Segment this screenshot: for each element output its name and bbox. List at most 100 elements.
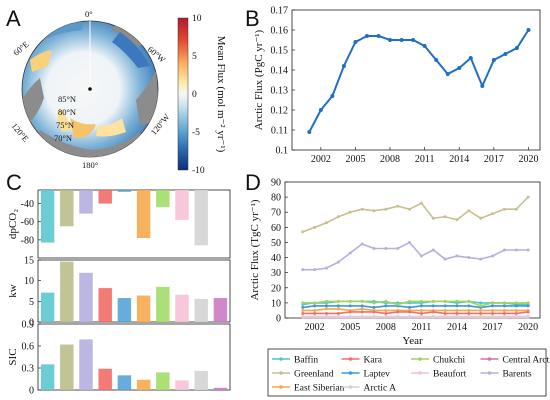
legend-entry-label: Laptev — [364, 369, 391, 379]
chart-d-ytick-label: 80 — [271, 193, 281, 204]
colorbar-tick-neg10: -10 — [192, 166, 205, 176]
chart-c-bar — [117, 298, 132, 322]
chart-b-point — [399, 38, 404, 42]
chart-d-point — [384, 308, 388, 312]
chart-d-point — [455, 299, 459, 303]
chart-d-point — [313, 308, 317, 312]
chart-c-ytick-label: 0.3 — [22, 364, 35, 375]
chart-d-point — [336, 260, 340, 264]
chart-d-point — [431, 315, 435, 319]
chart-d-point — [301, 268, 305, 272]
chart-b-xtick-label: 2017 — [484, 154, 504, 165]
chart-c-bar — [175, 190, 189, 220]
chart-d-point — [408, 315, 412, 319]
chart-b-point — [318, 108, 323, 112]
chart-d-point — [467, 308, 471, 312]
chart-c-ylabel: kw — [7, 284, 19, 298]
chart-c-ylabel: dpCO₂ — [7, 209, 19, 239]
legend-swatch-marker — [279, 357, 283, 361]
chart-d-point — [491, 311, 495, 315]
chart-d-point — [514, 311, 518, 315]
chart-d-point — [431, 304, 435, 308]
legend-entry-label: Beaufort — [433, 368, 467, 379]
chart-d-point — [313, 301, 317, 305]
chart-d-ytick-label: 90 — [271, 178, 281, 189]
chart-c-bar — [60, 190, 74, 227]
chart-c-bar — [136, 190, 151, 239]
chart-c-bar — [156, 372, 170, 390]
chart-c-ytick-label: -80 — [21, 235, 34, 246]
chart-d-point — [514, 315, 518, 319]
chart-d-point — [479, 311, 483, 315]
chart-d-point — [408, 240, 412, 244]
chart-d-point — [301, 315, 305, 319]
lon-label-60e: 60°E — [11, 39, 31, 58]
chart-d-point — [372, 209, 376, 213]
chart-d-point — [396, 310, 400, 314]
colorbar-tick-0: 0 — [192, 90, 197, 100]
chart-d-point — [384, 299, 388, 303]
chart-c-bar — [156, 190, 170, 208]
chart-c-bar — [194, 298, 208, 322]
chart-c-bar — [175, 294, 189, 322]
chart-d-point — [443, 215, 447, 219]
chart-d-point — [360, 299, 364, 303]
chart-d-point — [431, 248, 435, 252]
colorbar-label: Mean Flux (mol m⁻² yr⁻¹) — [215, 36, 227, 153]
chart-d-point — [360, 310, 364, 314]
chart-d-point — [526, 301, 530, 305]
polar-map: 0° 60°W 60°E 120°W 120°E 180° 85°N 80°N … — [10, 9, 172, 170]
chart-b-point — [434, 58, 439, 62]
chart-d-point — [502, 304, 506, 308]
chart-d-point — [348, 299, 352, 303]
chart-c-bar — [98, 288, 112, 322]
chart-d-point — [419, 311, 423, 315]
chart-d-point — [419, 254, 423, 258]
chart-d-point — [313, 315, 317, 319]
chart-d-xtick-label: 2014 — [447, 322, 467, 333]
chart-d-series-line — [302, 308, 529, 312]
legend-entry-label: Central Arctic — [503, 355, 550, 365]
chart-d-ytick-label: 10 — [271, 298, 281, 309]
lon-label-120e: 120°E — [10, 121, 31, 144]
chart-c-ytick-label: 15 — [24, 256, 34, 267]
legend-swatch-marker — [487, 357, 492, 361]
chart-d-point — [384, 315, 388, 319]
chart-d-point — [431, 299, 435, 303]
chart-c-bar — [156, 286, 170, 322]
panel-b-letter: B — [245, 6, 260, 31]
chart-d-point — [384, 311, 388, 315]
chart-d-point — [325, 221, 329, 225]
chart-b-point — [526, 28, 531, 32]
chart-d-point — [514, 308, 518, 312]
chart-d-ytick-label: 20 — [271, 283, 281, 294]
chart-d-point — [443, 304, 447, 308]
chart-d-point — [348, 310, 352, 314]
chart-d-point — [408, 305, 412, 309]
legend-swatch-marker — [279, 371, 283, 375]
chart-d-point — [372, 246, 376, 250]
chart-d-point — [396, 246, 400, 250]
chart-c-ytick-label: 0 — [29, 318, 34, 329]
chart-d-point — [502, 301, 506, 305]
chart-d-point — [313, 304, 317, 308]
chart-d: 0 10 20 30 40 50 60 70 80 90 2002 2005 2008 2011 2014 2… — [249, 178, 541, 347]
chart-d-point — [467, 311, 471, 315]
legend-entry-label: Kara — [364, 355, 383, 365]
legend-frame — [267, 348, 547, 397]
chart-d-point — [455, 304, 459, 308]
chart-d-ytick-label: 30 — [271, 268, 281, 279]
chart-d-point — [325, 315, 329, 319]
chart-c-bar — [136, 295, 151, 322]
panel-a-letter: A — [6, 6, 21, 31]
lat-label-85n: 85°N — [58, 94, 76, 104]
chart-b-series-line — [308, 29, 530, 133]
chart-d-frame — [284, 181, 541, 319]
chart-d-point — [396, 302, 400, 306]
chart-d-point — [467, 209, 471, 213]
chart-b-point — [457, 66, 462, 70]
chart-c-frame — [37, 323, 231, 391]
chart-b-point — [411, 38, 416, 42]
legend-entry-label: Chukchi — [433, 355, 466, 365]
